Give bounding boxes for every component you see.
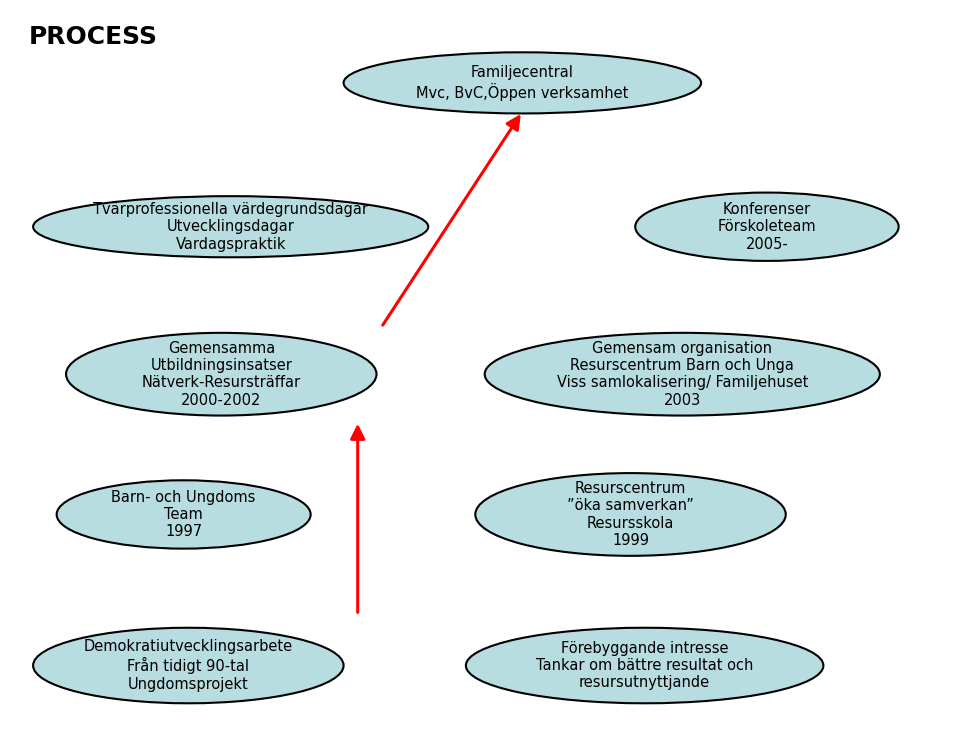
Ellipse shape bbox=[66, 333, 376, 415]
Text: PROCESS: PROCESS bbox=[29, 26, 157, 49]
Text: Gemensamma
Utbildningsinsatser
Nätverk-Resursträffar
2000-2002: Gemensamma Utbildningsinsatser Nätverk-R… bbox=[142, 341, 300, 408]
Text: Förebyggande intresse
Tankar om bättre resultat och
resursutnyttjande: Förebyggande intresse Tankar om bättre r… bbox=[536, 641, 754, 691]
Ellipse shape bbox=[57, 480, 311, 548]
Ellipse shape bbox=[466, 628, 824, 703]
Ellipse shape bbox=[33, 628, 344, 703]
Text: Barn- och Ungdoms
Team
1997: Barn- och Ungdoms Team 1997 bbox=[111, 490, 255, 539]
Ellipse shape bbox=[475, 473, 785, 556]
Ellipse shape bbox=[344, 52, 701, 114]
Text: Familjecentral
Mvc, BvC,Öppen verksamhet: Familjecentral Mvc, BvC,Öppen verksamhet bbox=[416, 65, 629, 101]
Ellipse shape bbox=[636, 192, 899, 261]
Text: Demokratiutvecklingsarbete
Från tidigt 90-tal
Ungdomsprojekt: Demokratiutvecklingsarbete Från tidigt 9… bbox=[84, 639, 293, 691]
Text: Tvärprofessionella värdegrundsdagar
Utvecklingsdagar
Vardagspraktik: Tvärprofessionella värdegrundsdagar Utve… bbox=[93, 202, 369, 252]
Ellipse shape bbox=[485, 333, 879, 415]
Text: Resurscentrum
”öka samverkan”
Resursskola
1999: Resurscentrum ”öka samverkan” Resursskol… bbox=[567, 481, 694, 548]
Text: Konferenser
Förskoleteam
2005-: Konferenser Förskoleteam 2005- bbox=[718, 202, 816, 252]
Text: Gemensam organisation
Resurscentrum Barn och Unga
Viss samlokalisering/ Familjeh: Gemensam organisation Resurscentrum Barn… bbox=[557, 341, 808, 408]
Ellipse shape bbox=[33, 196, 428, 258]
